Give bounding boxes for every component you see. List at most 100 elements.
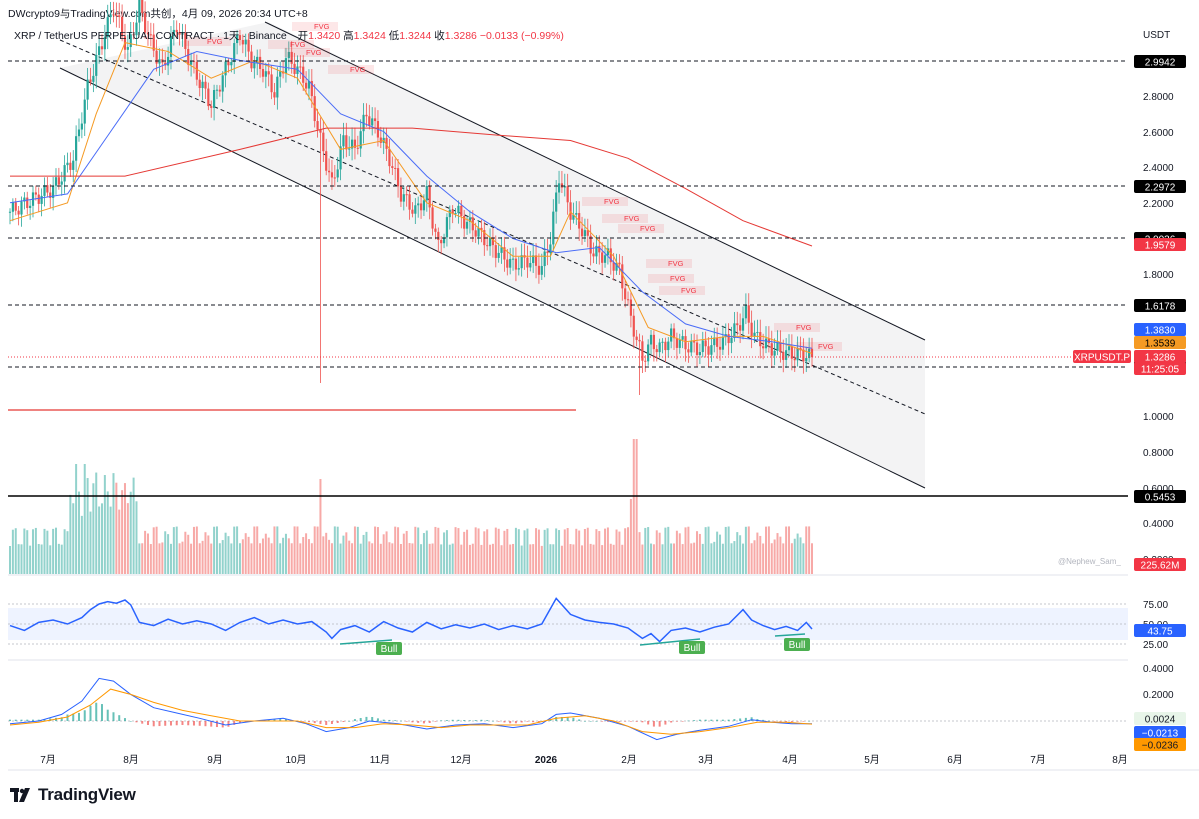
candle	[693, 333, 696, 353]
volume-bar	[799, 537, 802, 574]
candle-body	[379, 137, 382, 143]
candle-body	[57, 177, 60, 185]
volume-bar	[635, 439, 638, 574]
volume-bar	[14, 528, 17, 574]
macd-value-badge-1	[1134, 726, 1186, 739]
volume-bar	[77, 491, 80, 574]
volume-bar	[374, 526, 377, 574]
time-tick-label: 8月	[1112, 754, 1128, 766]
candle-body	[250, 51, 253, 69]
tradingview-logo[interactable]: TradingView	[10, 785, 136, 805]
candle-body	[785, 350, 788, 360]
macd-value-badge-0-label: 0.0024	[1145, 715, 1176, 726]
candle	[454, 208, 457, 218]
candle	[471, 210, 474, 243]
candle	[756, 319, 759, 341]
volume-bar	[612, 544, 615, 574]
macd-histogram-bar	[629, 721, 632, 722]
chart-canvas[interactable]: FVGFVGFVGFVGFVGFVGFVGFVGFVGFVGFVGFVGFVG …	[0, 0, 1199, 771]
tradingview-logo-text: TradingView	[38, 785, 136, 804]
candle	[658, 338, 661, 357]
close-value: 1.3286	[444, 30, 477, 42]
candle-body	[701, 340, 704, 353]
candle-body	[299, 66, 302, 68]
candle-body	[762, 346, 765, 349]
macd-histogram-bar	[767, 720, 770, 722]
price-badge-2-label: 1.3539	[1145, 339, 1176, 350]
macd-histogram-bar	[9, 719, 11, 721]
fvg-zone	[618, 224, 664, 233]
volume-bar	[399, 543, 402, 574]
candle	[89, 67, 92, 86]
candle	[17, 206, 20, 226]
volume-bar	[279, 543, 282, 574]
candle-body	[253, 62, 256, 69]
candle	[204, 75, 207, 100]
volume-bar	[353, 526, 356, 574]
fvg-label: FVG	[668, 259, 684, 268]
candle-body	[304, 82, 308, 89]
candle-body	[532, 255, 535, 264]
price-badge-0	[1134, 238, 1186, 251]
candle	[687, 342, 690, 363]
candle-body	[540, 266, 543, 275]
volume-bar	[31, 529, 34, 574]
rsi-line	[9, 597, 813, 643]
candle	[710, 335, 713, 362]
macd-histogram-bar	[146, 721, 149, 725]
macd-histogram-bar	[359, 717, 362, 721]
rsi-tick-label: 75.00	[1143, 600, 1168, 611]
macd-histogram-bar	[348, 721, 351, 722]
volume-bar	[727, 526, 730, 574]
macd-histogram-bar	[773, 721, 776, 722]
macd-histogram-bar	[14, 719, 17, 721]
volume-bar	[468, 544, 471, 574]
volume-bar	[333, 526, 336, 574]
volume-bar	[483, 531, 486, 574]
macd-histogram-bar	[762, 719, 765, 721]
candle-body	[75, 136, 78, 161]
candle	[106, 4, 109, 50]
candle-body	[29, 205, 32, 209]
candle	[394, 158, 397, 181]
macd-histogram-bar	[687, 720, 690, 722]
volume-bar	[227, 536, 230, 574]
macd-histogram-bar	[808, 720, 811, 722]
candle-body	[118, 15, 121, 17]
candle	[141, 0, 144, 22]
price-badge-2	[1134, 336, 1186, 349]
candle	[552, 199, 555, 252]
macd-histogram-bar	[336, 721, 339, 723]
macd-histogram-bar	[635, 721, 638, 722]
candle-body	[609, 248, 612, 263]
volume-bar	[175, 526, 178, 574]
volume-bar	[756, 532, 759, 574]
candle-body	[603, 255, 607, 263]
candle-body	[43, 185, 46, 196]
candle-body	[224, 61, 227, 76]
volume-bar	[26, 530, 29, 574]
macd-histogram-bar	[302, 721, 305, 722]
volume-bar	[802, 543, 805, 574]
macd-histogram-bar	[417, 721, 420, 723]
candle	[730, 326, 733, 354]
candle-body	[549, 244, 552, 254]
price-badge-3	[1073, 350, 1131, 363]
volume-bar	[218, 543, 221, 574]
volume-bar	[178, 543, 181, 574]
candle-body	[632, 315, 635, 337]
candle	[563, 173, 566, 197]
volume-bar	[342, 535, 345, 574]
candle	[575, 201, 578, 225]
macd-histogram-bar	[572, 717, 575, 721]
macd-histogram-bar	[158, 721, 161, 727]
candle-body	[626, 299, 630, 301]
price-badge-1-label: 1.3830	[1145, 326, 1176, 337]
macd-histogram-bar	[491, 720, 494, 722]
candle	[785, 337, 788, 369]
candle-body	[187, 49, 190, 65]
volume-bar	[302, 537, 305, 574]
candle	[526, 245, 529, 278]
fvg-zone	[328, 65, 374, 74]
candle	[612, 252, 615, 281]
